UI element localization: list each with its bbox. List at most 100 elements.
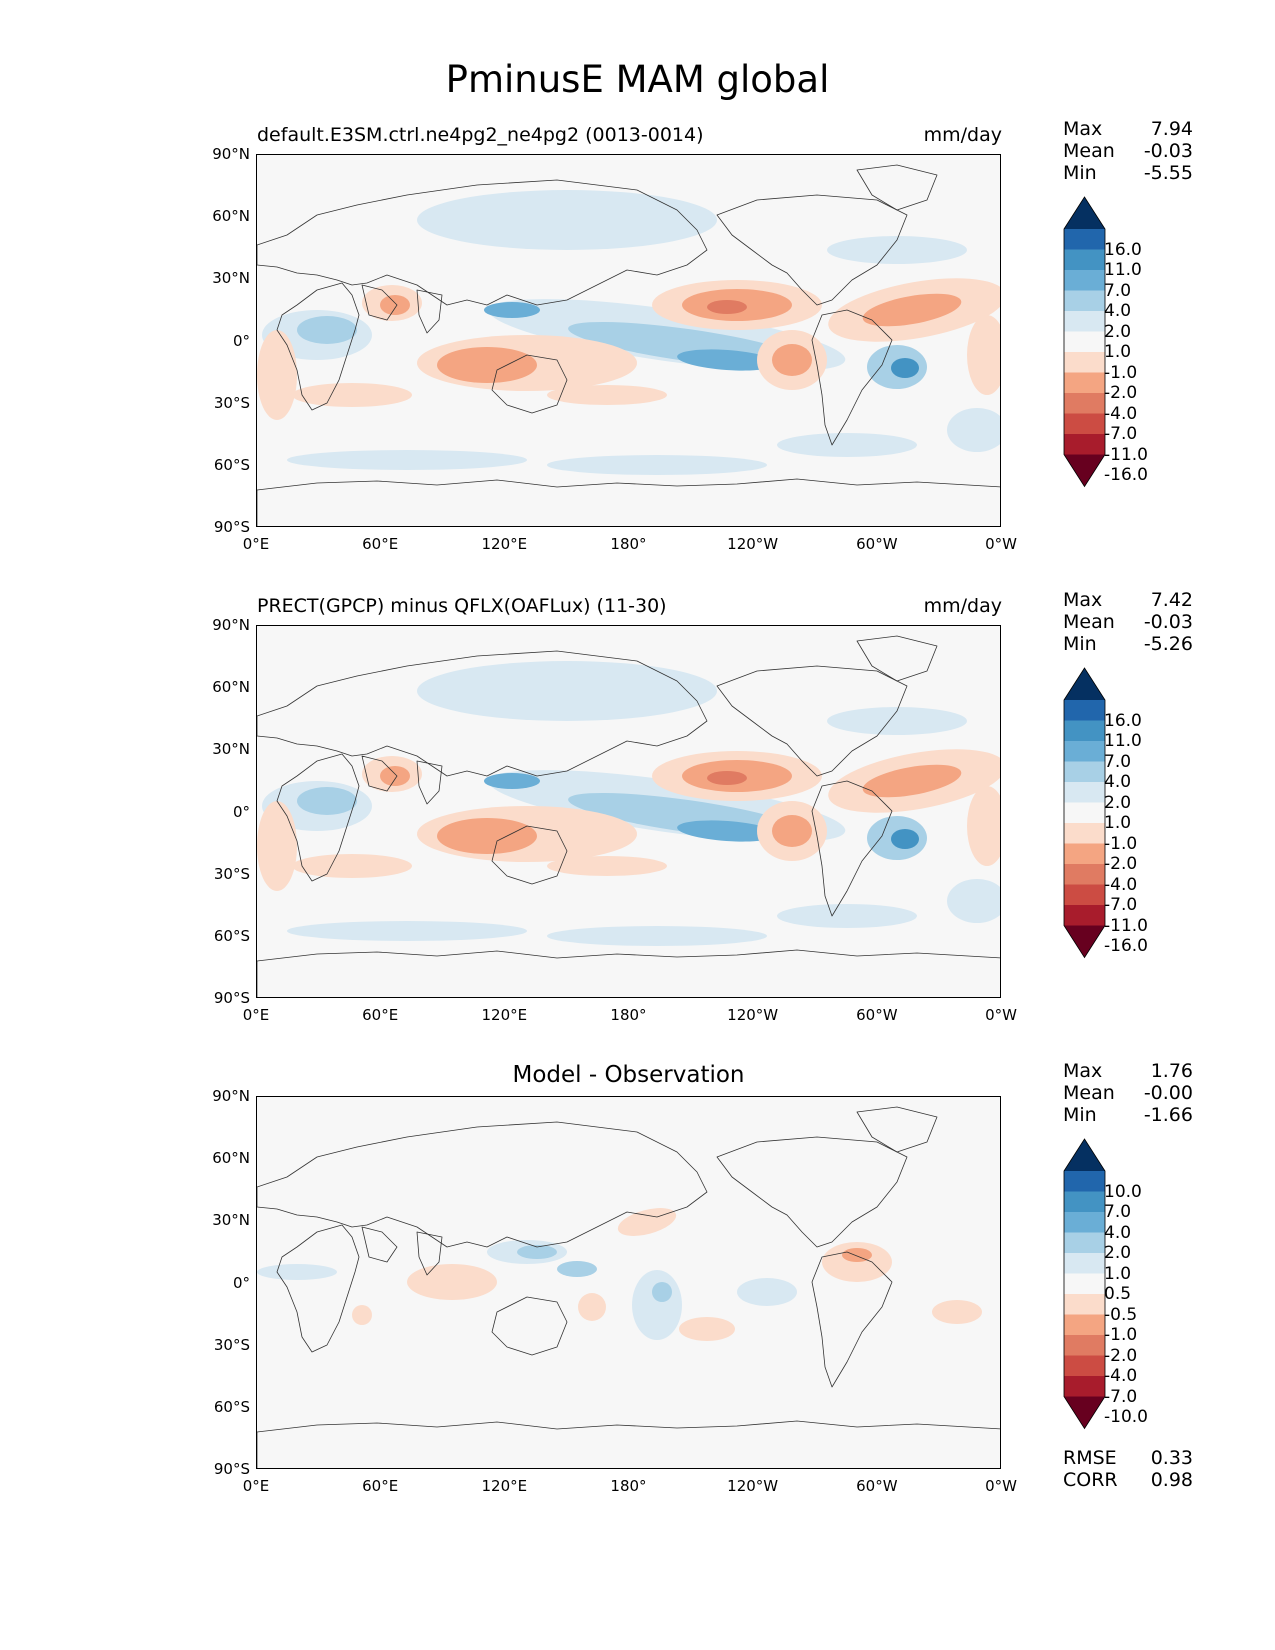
colorbar-tick-label: -7.0 xyxy=(1104,1386,1138,1407)
lat-tick-label: 60°N xyxy=(212,207,250,226)
colorbar-tick-label: 4.0 xyxy=(1104,1222,1132,1243)
colorbar-tick-label: -11.0 xyxy=(1104,444,1148,465)
warm-pool-core xyxy=(484,302,540,318)
colorbar-segment xyxy=(1064,782,1105,803)
colorbar-segment xyxy=(1064,1191,1105,1213)
nw-pacific-wet xyxy=(417,661,717,721)
sw-africa-dry xyxy=(257,330,297,420)
lat-tick-label: 60°S xyxy=(213,455,250,474)
colorbar-segment xyxy=(1064,372,1105,394)
lat-tick-label: 0° xyxy=(232,802,250,821)
stat-mean-label: Mean xyxy=(1063,611,1115,633)
colorbar-segment xyxy=(1064,1171,1105,1192)
lon-tick-label: 180° xyxy=(610,1006,647,1024)
colorbar-tick-label: -1.0 xyxy=(1104,833,1138,854)
colorbar-segment xyxy=(1064,884,1105,906)
lat-tick-label: 30°N xyxy=(212,740,250,759)
lat-tick-label: 60°N xyxy=(212,1149,250,1168)
colorbar-tick-label: -1.0 xyxy=(1104,362,1138,383)
coastline-2 xyxy=(361,1226,398,1263)
stat-min-label: Min xyxy=(1063,162,1097,184)
lat-tick-label: 90°N xyxy=(212,1087,250,1105)
panel-3-colorbar xyxy=(1063,1138,1106,1434)
lat-tick-label: 90°N xyxy=(212,145,250,163)
colorbar-tick-label: -4.0 xyxy=(1104,1366,1138,1386)
stat-max-value: 7.42 xyxy=(1150,589,1193,611)
colorbar-tick-label: -7.0 xyxy=(1104,424,1138,444)
nw-pacific-wet xyxy=(417,190,717,250)
lat-tick-label: 30°S xyxy=(213,1335,250,1354)
africa-core xyxy=(297,787,357,815)
map-field-2 xyxy=(257,1106,1000,1468)
africa-dry-diff xyxy=(352,1305,372,1325)
colorbar-segment xyxy=(1064,413,1105,435)
coastline-8 xyxy=(257,949,1000,997)
lon-tick-label: 0°E xyxy=(242,1006,270,1024)
stat-min-value: -5.26 xyxy=(1143,633,1193,655)
coastline-7 xyxy=(811,309,893,446)
arabia-core xyxy=(380,766,410,786)
colorbar-segment xyxy=(1064,843,1105,865)
africa-wet-diff xyxy=(257,1264,337,1280)
panel-1-title: default.E3SM.ctrl.ne4pg2_ne4pg2 (0013-00… xyxy=(257,124,704,146)
coastline-3 xyxy=(416,1231,443,1276)
colorbar-segment xyxy=(1064,229,1105,250)
colorbar-tick-label: -10.0 xyxy=(1104,1407,1148,1427)
lon-tick-label: 0°W xyxy=(985,1477,1017,1495)
panel-3-stats: Max 1.76 Mean -0.00 Min -1.66 xyxy=(1063,1060,1193,1126)
lon-tick-label: 60°W xyxy=(856,1006,898,1024)
coastline-6 xyxy=(856,1106,938,1153)
coastline-0 xyxy=(276,753,360,882)
colorbar-extend-bottom xyxy=(1064,925,1105,958)
se-pacific-core xyxy=(772,815,812,847)
colorbar-tick-label: 1.0 xyxy=(1104,342,1132,362)
lat-tick-label: 30°N xyxy=(212,1211,250,1230)
colorbar-segment xyxy=(1064,1253,1105,1274)
lon-tick-label: 180° xyxy=(610,1477,647,1495)
colorbar-segment xyxy=(1064,802,1105,824)
panel-2-stats: Max 7.42 Mean -0.03 Min -5.26 xyxy=(1063,589,1193,655)
colorbar-tick-label: -16.0 xyxy=(1104,465,1148,485)
sw-africa-dry xyxy=(257,801,297,891)
lon-tick-label: 120°W xyxy=(727,1006,779,1024)
colorbar-segment xyxy=(1064,434,1105,455)
n-atlantic-wet xyxy=(827,236,967,264)
colorbar-graphic-1 xyxy=(1063,667,1106,959)
lat-tick-label: 0° xyxy=(232,1273,250,1292)
africa-core xyxy=(297,316,357,344)
colorbar-segment xyxy=(1064,1376,1105,1397)
lon-tick-label: 0°W xyxy=(985,535,1017,553)
colorbar-tick-label: 1.0 xyxy=(1104,1263,1132,1284)
stat-max-label: Max xyxy=(1063,589,1103,611)
stat-mean-value: -0.03 xyxy=(1143,611,1193,633)
south-atlantic-wet xyxy=(947,879,1000,923)
colorbar-extend-top xyxy=(1064,668,1105,700)
colorbar-segment xyxy=(1064,905,1105,926)
indian-ocean-core xyxy=(437,347,537,383)
warm-pool-core xyxy=(484,773,540,789)
colorbar-extend-top xyxy=(1064,197,1105,229)
itcz-core xyxy=(677,349,777,371)
caribbean-core-diff xyxy=(842,1248,872,1262)
colorbar-extend-bottom xyxy=(1064,454,1105,487)
lon-tick-label: 120°E xyxy=(481,1477,528,1495)
colorbar-segment xyxy=(1064,1294,1105,1315)
lon-tick-label: 120°W xyxy=(727,535,779,553)
colorbar-segment xyxy=(1064,700,1105,721)
s-africa-dry xyxy=(292,383,412,407)
coastline-0 xyxy=(276,282,360,411)
rmse-value: 0.33 xyxy=(1150,1447,1193,1469)
coastline-7 xyxy=(811,1251,893,1388)
coastline-4 xyxy=(491,354,568,414)
itcz-core xyxy=(677,820,777,842)
stat-mean-value: -0.00 xyxy=(1143,1082,1193,1104)
coastline-5 xyxy=(716,1136,908,1248)
map-field-1 xyxy=(257,635,1000,997)
colorbar-segment xyxy=(1064,761,1105,783)
colorbar-tick-label: 10.0 xyxy=(1104,1181,1142,1202)
coastline-6 xyxy=(856,635,938,682)
colorbar-tick-label: 16.0 xyxy=(1104,239,1142,260)
lon-tick-label: 60°E xyxy=(362,1477,399,1495)
coastline-1 xyxy=(257,650,708,777)
coastline-3 xyxy=(416,289,443,334)
